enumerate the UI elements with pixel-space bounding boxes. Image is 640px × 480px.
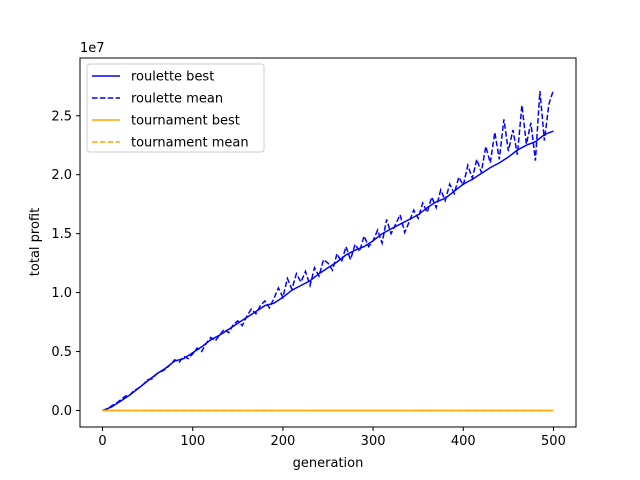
y-axis-offset-text: 1e7 — [80, 41, 105, 56]
x-axis-label: generation — [293, 456, 364, 471]
plot-area-frame — [79, 57, 577, 428]
y-tick-label: 0.5 — [51, 345, 72, 360]
x-tick-label: 300 — [361, 434, 386, 449]
y-tick-label: 2.5 — [51, 109, 72, 124]
series-line-roulette-best — [102, 130, 554, 412]
legend-frame — [86, 63, 265, 153]
legend-label: roulette best — [131, 70, 214, 85]
y-tick-label: 1.5 — [51, 227, 72, 242]
legend-label: roulette mean — [131, 92, 223, 107]
x-tick-label: 500 — [541, 434, 566, 449]
x-axis-ticks: 0 100 200 300 400 500 — [98, 427, 566, 449]
y-axis-ticks: 0.0 0.5 1.0 1.5 2.0 2.5 — [51, 109, 80, 419]
y-tick-label: 2.0 — [51, 168, 72, 183]
series-line-roulette-mean — [102, 89, 555, 412]
y-tick-label: 0.0 — [51, 404, 72, 419]
x-tick-label: 100 — [180, 434, 205, 449]
legend: roulette best roulette mean tournament bes… — [86, 63, 265, 153]
legend-label: tournament mean — [131, 136, 249, 151]
plot-series-group — [102, 89, 555, 412]
y-axis-label: total profit — [28, 208, 43, 276]
y-tick-label: 1.0 — [51, 286, 72, 301]
x-tick-label: 0 — [98, 434, 106, 449]
legend-label: tournament best — [131, 114, 240, 129]
x-tick-label: 400 — [451, 434, 476, 449]
x-tick-label: 200 — [270, 434, 295, 449]
